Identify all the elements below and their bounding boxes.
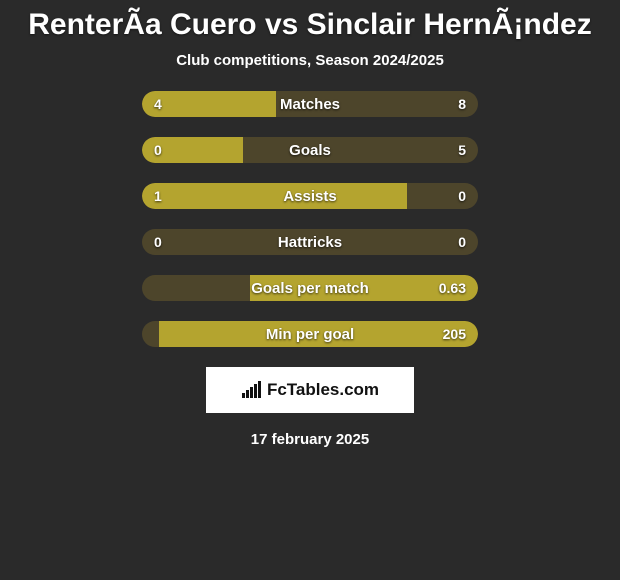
value-left: 0 — [154, 234, 162, 250]
metric-label: Matches — [280, 96, 340, 113]
subtitle: Club competitions, Season 2024/2025 — [0, 52, 620, 69]
value-right: 8 — [458, 96, 466, 112]
value-right: 0 — [458, 234, 466, 250]
stat-bar-min-per-goal: Min per goal 205 — [142, 321, 478, 347]
value-right: 0.63 — [439, 280, 466, 296]
stat-bar-goals-per-match: Goals per match 0.63 — [142, 275, 478, 301]
value-left: 0 — [154, 142, 162, 158]
value-right: 5 — [458, 142, 466, 158]
stat-bar-hattricks: 0 Hattricks 0 — [142, 229, 478, 255]
stat-row: 4 Matches 8 — [0, 91, 620, 117]
chart-icon — [241, 381, 263, 399]
value-left: 1 — [154, 188, 162, 204]
page-title: RenterÃ­a Cuero vs Sinclair HernÃ¡ndez — [0, 8, 620, 42]
value-left: 4 — [154, 96, 162, 112]
stat-bar-goals: 0 Goals 5 — [142, 137, 478, 163]
stat-bar-matches: 4 Matches 8 — [142, 91, 478, 117]
metric-label: Min per goal — [266, 326, 354, 343]
stat-bar-assists: 1 Assists 0 — [142, 183, 478, 209]
value-right: 0 — [458, 188, 466, 204]
brand-bar[interactable]: FcTables.com — [206, 367, 414, 413]
stat-row: S 0 Goals 5 — [0, 137, 620, 163]
stat-row: 1 Assists 0 — [0, 183, 620, 209]
value-right: 205 — [443, 326, 466, 342]
metric-label: Goals per match — [251, 280, 369, 297]
brand-text: FcTables.com — [267, 380, 379, 400]
stat-row: Goals per match 0.63 — [0, 275, 620, 301]
fill-left — [142, 183, 407, 209]
metric-label: Goals — [289, 142, 331, 159]
metric-label: Hattricks — [278, 234, 342, 251]
fill-left — [142, 91, 276, 117]
stat-row: 0 Hattricks 0 — [0, 229, 620, 255]
metric-label: Assists — [283, 188, 336, 205]
stat-row: Min per goal 205 — [0, 321, 620, 347]
date-label: 17 february 2025 — [0, 431, 620, 448]
comparison-card: RenterÃ­a Cuero vs Sinclair HernÃ¡ndez C… — [0, 0, 620, 448]
